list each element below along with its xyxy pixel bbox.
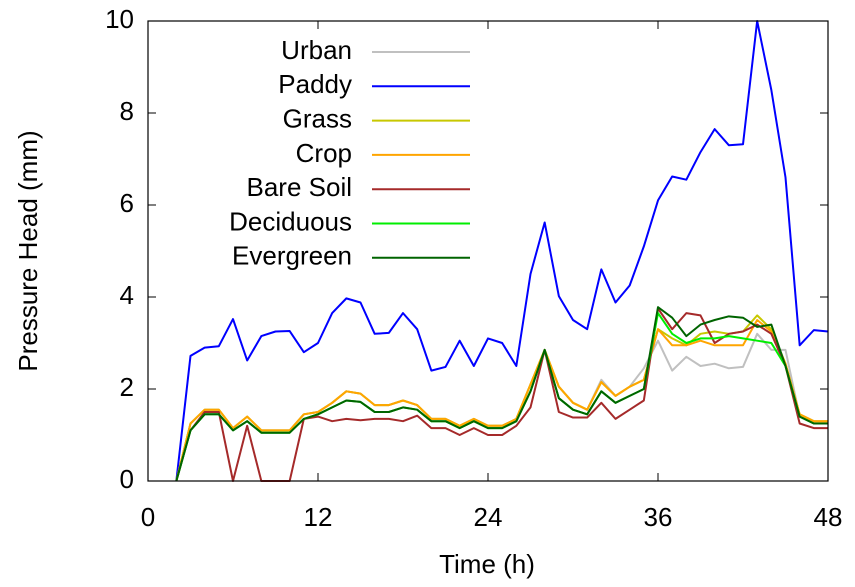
x-tick-label: 12 <box>304 502 333 532</box>
x-axis-title: Time (h) <box>439 549 535 579</box>
legend-label: Evergreen <box>232 241 352 271</box>
series-line <box>175 20 829 482</box>
legend-label: Urban <box>281 35 352 65</box>
legend-label: Crop <box>296 138 352 168</box>
series-line <box>175 307 828 482</box>
series-line <box>175 314 828 482</box>
y-tick-label: 4 <box>120 280 134 310</box>
legend-label: Deciduous <box>229 206 352 236</box>
x-tick-label: 48 <box>814 502 843 532</box>
legend-label: Paddy <box>278 69 352 99</box>
legend-label: Bare Soil <box>247 172 353 202</box>
y-tick-label: 0 <box>120 464 134 494</box>
series-line <box>175 332 828 482</box>
y-tick-label: 10 <box>105 4 134 34</box>
y-axis-title: Pressure Head (mm) <box>13 130 43 371</box>
series-line <box>175 319 828 482</box>
x-tick-label: 0 <box>141 502 155 532</box>
y-tick-label: 6 <box>120 188 134 218</box>
series-line <box>175 312 828 482</box>
x-tick-label: 36 <box>644 502 673 532</box>
series-line <box>175 306 828 482</box>
y-tick-label: 8 <box>120 96 134 126</box>
legend-label: Grass <box>283 103 352 133</box>
y-tick-label: 2 <box>120 372 134 402</box>
x-tick-label: 24 <box>474 502 503 532</box>
